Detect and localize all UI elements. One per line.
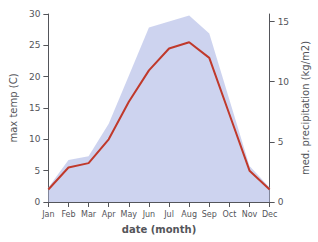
svg-text:10: 10 [278,77,290,87]
svg-text:max temp (C): max temp (C) [8,73,19,142]
svg-text:Aug: Aug [181,210,197,219]
svg-text:20: 20 [29,72,41,82]
svg-text:10: 10 [29,134,41,144]
svg-text:Apr: Apr [102,210,117,219]
svg-text:30: 30 [29,9,41,19]
svg-text:med. precipitation (kg/m2): med. precipitation (kg/m2) [300,41,311,175]
svg-text:Jun: Jun [142,210,156,219]
svg-text:Mar: Mar [81,210,97,219]
svg-text:Dec: Dec [262,210,277,219]
svg-text:Feb: Feb [61,210,75,219]
svg-text:Jul: Jul [163,210,174,219]
svg-text:0: 0 [35,197,41,207]
svg-text:15: 15 [278,17,289,27]
svg-text:Jan: Jan [41,210,54,219]
svg-text:5: 5 [278,137,284,147]
svg-text:Nov: Nov [242,210,258,219]
svg-text:5: 5 [35,166,41,176]
svg-text:Oct: Oct [222,210,236,219]
svg-text:Sep: Sep [202,210,217,219]
svg-text:May: May [121,210,138,219]
svg-text:0: 0 [278,197,284,207]
svg-text:date (month): date (month) [122,224,196,235]
svg-text:25: 25 [29,40,40,50]
svg-text:15: 15 [29,103,40,113]
